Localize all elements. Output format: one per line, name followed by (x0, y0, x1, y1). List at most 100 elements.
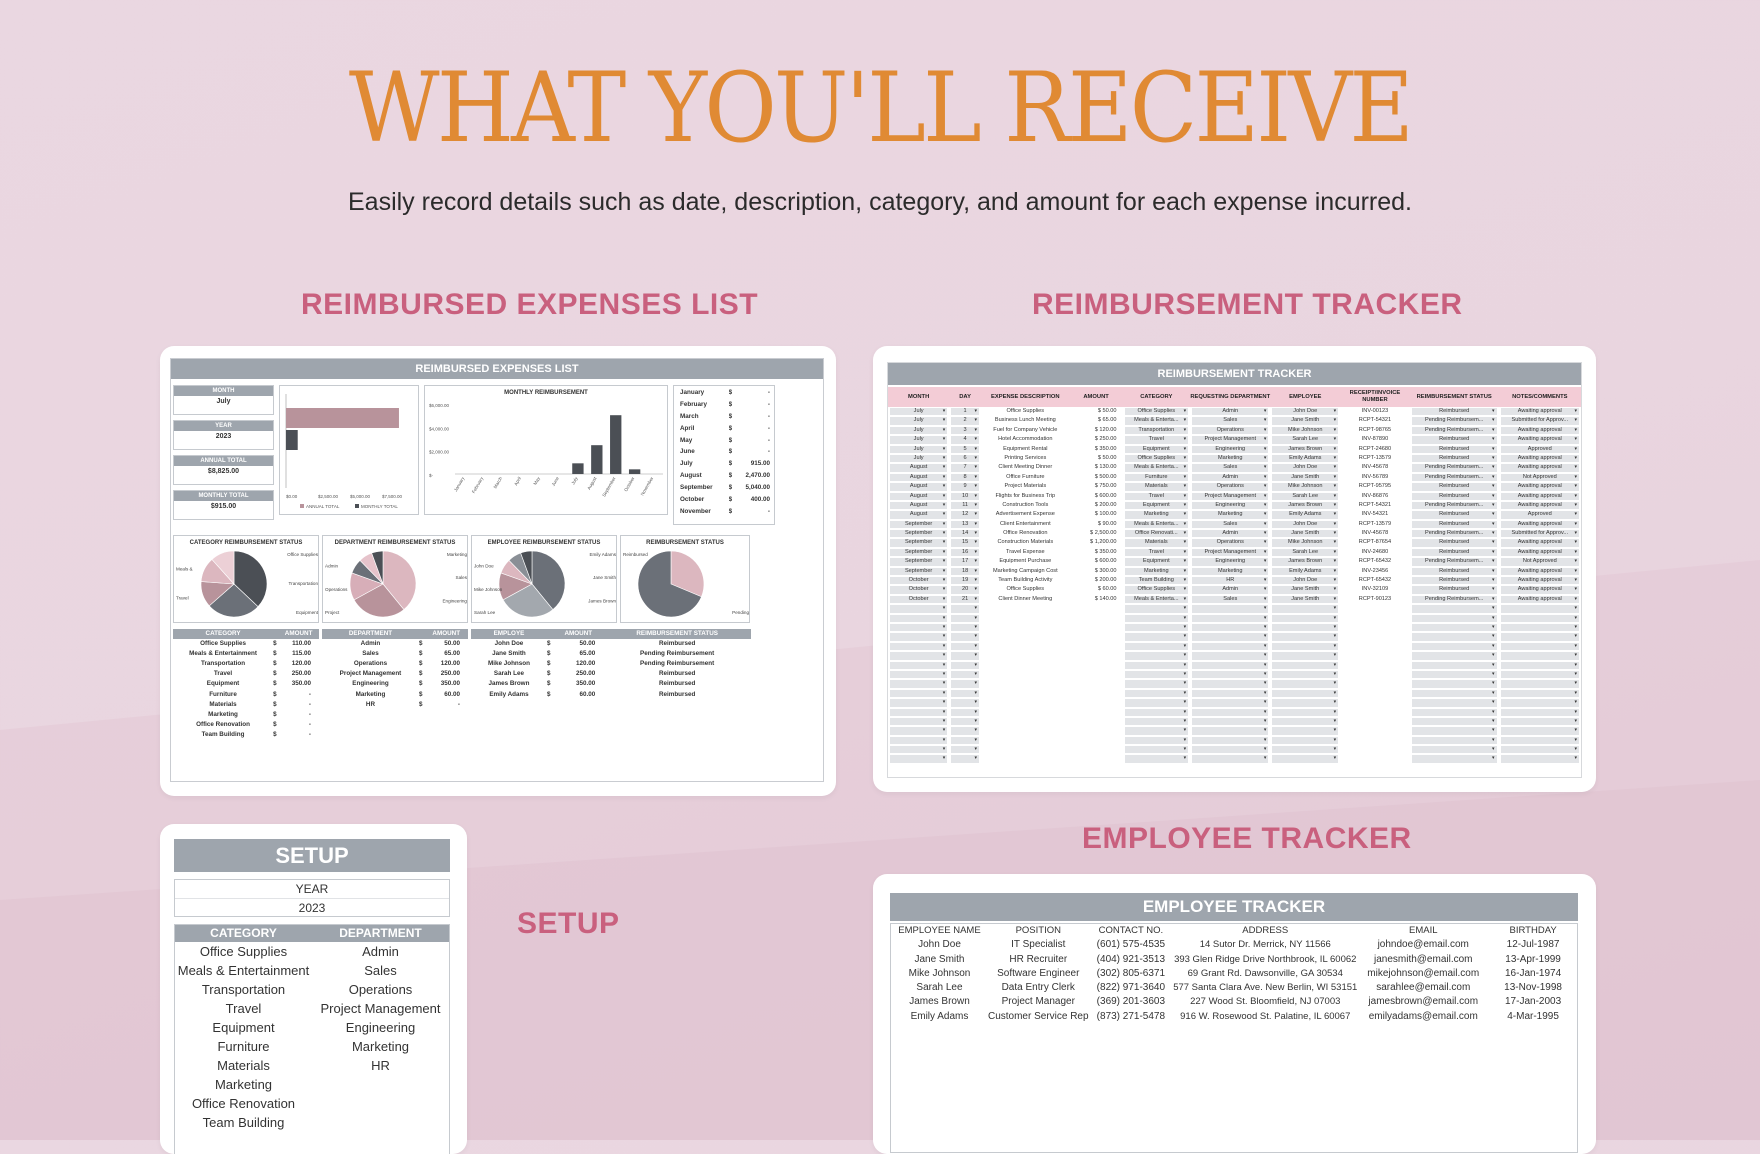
rt-cell[interactable]: Team Building (1123, 576, 1191, 585)
dropdown-select[interactable] (1124, 680, 1189, 688)
dropdown-select[interactable]: 4 (951, 436, 979, 444)
dropdown-select[interactable]: Materials (1124, 483, 1189, 491)
setup-category[interactable]: Office Supplies (199, 944, 288, 959)
dropdown-select[interactable]: Emily Adams (1272, 511, 1339, 519)
rt-cell[interactable]: Approved (1499, 510, 1581, 519)
rt-cell[interactable] (888, 623, 949, 632)
rt-cell[interactable]: Mike Johnson (1270, 538, 1340, 547)
dropdown-select[interactable]: John Doe (1272, 577, 1339, 585)
rt-cell[interactable] (1123, 679, 1191, 688)
setup-department[interactable]: Operations (348, 982, 413, 997)
rt-cell[interactable] (1190, 642, 1270, 651)
dropdown-select[interactable]: John Doe (1272, 464, 1339, 472)
dropdown-select[interactable] (890, 652, 948, 660)
rt-cell[interactable] (949, 745, 981, 754)
dropdown-select[interactable] (1411, 717, 1497, 726)
rt-cell[interactable]: Reimbursed (1410, 492, 1499, 501)
rt-cell[interactable] (1410, 670, 1499, 679)
dropdown-select[interactable] (951, 623, 979, 632)
rt-cell[interactable] (949, 726, 981, 735)
dropdown-select[interactable]: August (890, 492, 948, 500)
rt-cell[interactable] (1190, 604, 1270, 613)
dropdown-select[interactable]: Operations (1192, 426, 1269, 435)
rt-cell[interactable] (1499, 708, 1581, 717)
rt-cell[interactable] (1499, 661, 1581, 670)
dropdown-select[interactable]: Sarah Lee (1272, 548, 1339, 557)
rt-cell[interactable] (1410, 698, 1499, 707)
rt-cell[interactable] (949, 670, 981, 679)
rt-cell[interactable] (1410, 661, 1499, 670)
dropdown-select[interactable]: Engineering (1192, 558, 1269, 566)
dropdown-select[interactable]: 9 (951, 483, 979, 491)
rt-cell[interactable]: August (888, 492, 949, 501)
rt-cell[interactable] (1499, 745, 1581, 754)
rt-cell[interactable]: August (888, 482, 949, 491)
rt-cell[interactable] (888, 614, 949, 623)
dropdown-select[interactable]: Awaiting approval (1500, 483, 1579, 491)
dropdown-select[interactable]: HR (1192, 577, 1269, 585)
rt-cell[interactable]: Admin (1190, 585, 1270, 594)
rt-cell[interactable]: Awaiting approval (1499, 435, 1581, 444)
rt-cell[interactable] (1270, 717, 1340, 726)
rt-cell[interactable]: July (888, 426, 949, 435)
dropdown-select[interactable] (1124, 699, 1189, 707)
dropdown-select[interactable]: Pending Reimbursem... (1411, 426, 1497, 435)
dropdown-select[interactable] (1500, 689, 1579, 698)
dropdown-select[interactable]: Jane Smith (1272, 473, 1339, 482)
rt-cell[interactable]: Admin (1190, 473, 1270, 482)
dropdown-select[interactable] (1500, 661, 1579, 669)
rt-cell[interactable]: Meals & Enterta... (1123, 595, 1191, 604)
dropdown-select[interactable] (890, 680, 948, 688)
rt-cell[interactable] (1270, 614, 1340, 623)
setup-department[interactable] (312, 1113, 449, 1132)
dropdown-select[interactable]: July (890, 408, 948, 416)
dropdown-select[interactable]: Admin (1192, 530, 1269, 538)
rt-cell[interactable] (949, 689, 981, 698)
dropdown-select[interactable] (1411, 642, 1497, 651)
dropdown-select[interactable]: Team Building (1124, 577, 1189, 585)
dropdown-select[interactable] (890, 670, 948, 679)
rt-cell[interactable] (1410, 623, 1499, 632)
dropdown-select[interactable] (1411, 652, 1497, 660)
dropdown-select[interactable]: October (890, 595, 948, 604)
rt-cell[interactable] (1190, 717, 1270, 726)
dropdown-select[interactable]: Admin (1192, 408, 1269, 416)
dropdown-select[interactable] (951, 614, 979, 622)
rt-cell[interactable] (1270, 726, 1340, 735)
dropdown-select[interactable]: Marketing (1192, 567, 1269, 575)
rt-cell[interactable] (1123, 689, 1191, 698)
rt-cell[interactable]: Reimbursed (1410, 548, 1499, 557)
rt-cell[interactable]: Admin (1190, 529, 1270, 538)
dropdown-select[interactable]: 20 (951, 586, 979, 594)
dropdown-select[interactable] (1411, 605, 1497, 613)
rt-cell[interactable] (1499, 642, 1581, 651)
dropdown-select[interactable] (1124, 727, 1189, 735)
dropdown-select[interactable] (1500, 605, 1579, 613)
rt-cell[interactable]: Equipment (1123, 501, 1191, 510)
dropdown-select[interactable] (1124, 614, 1189, 622)
dropdown-select[interactable]: July (890, 445, 948, 453)
rt-cell[interactable] (1190, 623, 1270, 632)
dropdown-select[interactable] (890, 633, 948, 641)
dropdown-select[interactable]: Jane Smith (1272, 530, 1339, 538)
setup-department[interactable] (312, 1075, 449, 1094)
rt-cell[interactable]: Pending Reimbursem... (1410, 473, 1499, 482)
dropdown-select[interactable]: Office Supplies (1124, 586, 1189, 594)
dropdown-select[interactable]: 10 (951, 492, 979, 500)
dropdown-select[interactable] (1192, 689, 1269, 698)
rt-cell[interactable]: Awaiting approval (1499, 548, 1581, 557)
dropdown-select[interactable] (1500, 670, 1579, 679)
rt-cell[interactable] (888, 642, 949, 651)
dropdown-select[interactable] (890, 642, 948, 651)
dropdown-select[interactable]: August (890, 473, 948, 482)
rt-cell[interactable]: Meals & Enterta... (1123, 463, 1191, 472)
rt-cell[interactable]: 10 (949, 492, 981, 501)
dropdown-select[interactable] (1124, 670, 1189, 679)
dropdown-select[interactable]: 21 (951, 595, 979, 604)
rt-cell[interactable] (1499, 623, 1581, 632)
dropdown-select[interactable]: Sales (1192, 520, 1269, 529)
rt-cell[interactable] (1270, 689, 1340, 698)
setup-category[interactable]: Transportation (201, 982, 286, 997)
rt-cell[interactable] (949, 679, 981, 688)
dropdown-select[interactable]: Meals & Enterta... (1124, 520, 1189, 529)
